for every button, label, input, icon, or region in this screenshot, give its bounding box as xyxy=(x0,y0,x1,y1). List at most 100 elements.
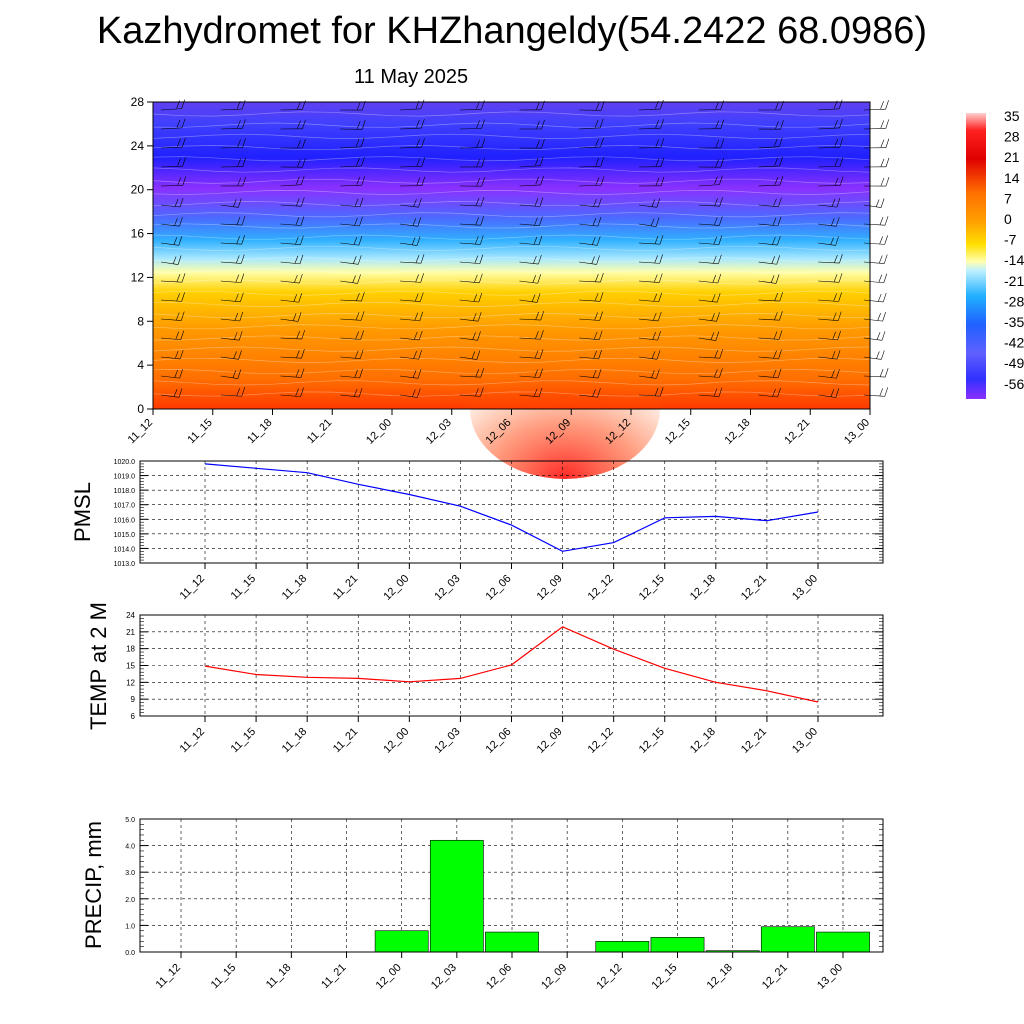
colorbar-label: -28 xyxy=(1004,293,1024,309)
colorbar-label: 14 xyxy=(1004,170,1020,186)
wind-barb-flag xyxy=(474,255,479,264)
wind-barb-flag xyxy=(780,120,784,130)
contour-line xyxy=(152,257,871,263)
wind-barb-flag xyxy=(532,275,537,283)
wind-barb-flag xyxy=(173,237,178,245)
wind-barb-flag xyxy=(356,121,361,129)
wind-barb-staff xyxy=(818,318,839,321)
wind-barb-staff xyxy=(579,261,597,265)
y-tick-label: 3.0 xyxy=(125,870,135,877)
wind-barb-flag xyxy=(299,254,304,264)
wind-barb-flag xyxy=(180,311,185,321)
wind-barb-flag xyxy=(175,312,180,321)
wind-barb-flag xyxy=(360,137,365,147)
wind-barb-flag xyxy=(600,176,605,186)
wind-barb-flag xyxy=(416,177,421,186)
x-tick-label: 12_15 xyxy=(650,962,680,992)
wind-barb-flag xyxy=(595,158,600,166)
wind-barbs xyxy=(160,99,890,398)
wind-barb-flag xyxy=(236,216,241,225)
wind-barb-staff xyxy=(399,261,422,264)
wind-barb-staff xyxy=(340,146,362,149)
wind-barb-flag xyxy=(355,312,360,320)
wind-barb-flag xyxy=(594,312,598,321)
wind-barb-staff xyxy=(758,375,779,379)
wind-barb-flag xyxy=(238,350,242,360)
wind-barb-staff xyxy=(638,299,659,303)
wind-barb-staff xyxy=(160,242,179,246)
wind-barb-flag xyxy=(476,120,480,129)
chart-subtitle: 11 May 2025 xyxy=(354,66,469,88)
wind-barb-flag xyxy=(838,273,843,283)
contour-line xyxy=(152,234,871,240)
wind-barb-staff xyxy=(818,146,840,149)
wind-barb-flag xyxy=(360,311,365,321)
wind-barb-flag xyxy=(301,197,305,207)
wind-barb-flag xyxy=(353,388,358,397)
wind-barb-flag xyxy=(834,177,839,186)
wind-barb-flag xyxy=(242,176,247,187)
wind-barb-staff xyxy=(280,280,300,284)
wind-barb-flag xyxy=(880,101,884,109)
x-tick-label: 12_21 xyxy=(739,726,769,756)
x-tick-label: 12_12 xyxy=(586,573,616,603)
wind-barb-flag xyxy=(657,311,662,322)
wind-barb-flag xyxy=(885,138,890,148)
precip-bar xyxy=(816,931,870,953)
y-tick-label: 24 xyxy=(126,611,135,620)
x-tick-label: 11_15 xyxy=(229,726,259,756)
wind-barb-flag xyxy=(883,254,888,264)
wind-barb-staff xyxy=(758,146,780,149)
wind-barb-flag xyxy=(417,369,422,379)
wind-barb-flag xyxy=(651,370,655,379)
wind-barb-flag xyxy=(880,139,885,148)
wind-barb-flag xyxy=(655,158,660,167)
wind-barb-flag xyxy=(716,293,721,303)
y-tick-label: 0 xyxy=(137,402,144,416)
wind-barb-flag xyxy=(884,368,889,378)
wind-barb-flag xyxy=(779,176,784,186)
wind-barb-flag xyxy=(541,139,545,149)
wind-barb-staff xyxy=(220,299,241,303)
y-tick-label: 1014.0 xyxy=(114,546,136,553)
y-tick-label: 12 xyxy=(131,270,145,284)
wind-barb-flag xyxy=(297,120,301,129)
x-tick-label: 11_15 xyxy=(229,573,259,603)
wind-barb-flag xyxy=(716,312,720,322)
wind-barb-staff xyxy=(160,375,180,379)
wind-barb-flag xyxy=(833,274,838,282)
wind-barb-staff xyxy=(758,394,778,398)
wind-barb-flag xyxy=(297,101,301,110)
precip-bar xyxy=(485,931,539,953)
x-tick-label: 12_18 xyxy=(688,726,718,756)
wind-barb-flag xyxy=(242,157,246,167)
wind-barb-flag xyxy=(480,368,485,378)
wind-barb-flag xyxy=(834,158,839,166)
wind-barb-flag xyxy=(358,387,363,398)
wind-barb-flag xyxy=(836,198,841,208)
wind-barb-flag xyxy=(181,118,186,128)
wind-barb-staff xyxy=(698,242,719,245)
wind-barb-staff xyxy=(638,223,657,227)
wind-barb-staff xyxy=(519,375,540,378)
wind-barb-flag xyxy=(776,255,781,265)
wind-barb-flag xyxy=(241,215,246,226)
y-tick-label: 28 xyxy=(131,95,145,109)
contour-line xyxy=(152,313,871,319)
wind-barb-staff xyxy=(220,261,242,264)
wind-barb-staff xyxy=(459,356,477,360)
wind-barb-staff xyxy=(519,261,539,265)
wind-barb-staff xyxy=(340,242,359,246)
wind-barb-staff xyxy=(698,394,720,397)
wind-barb-flag xyxy=(238,331,243,341)
wind-barb-flag xyxy=(831,350,836,359)
wind-barb-staff xyxy=(399,299,421,302)
wind-barb-flag xyxy=(360,330,364,340)
wind-barb-flag xyxy=(533,255,537,264)
wind-barb-staff xyxy=(698,280,718,284)
wind-barb-flag xyxy=(651,199,656,207)
wind-barb-flag xyxy=(476,178,481,186)
wind-barb-flag xyxy=(418,330,423,341)
colorbar-label: -56 xyxy=(1004,376,1024,392)
